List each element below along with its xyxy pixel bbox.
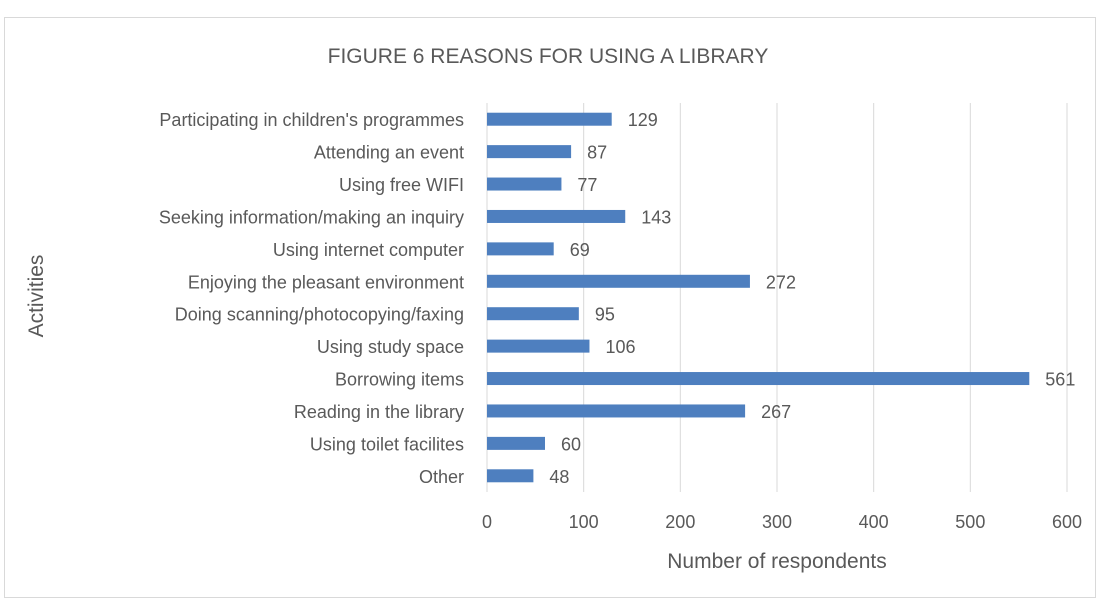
x-tick-label: 600 [1052, 512, 1082, 532]
x-tick-label: 100 [569, 512, 599, 532]
data-label: 106 [605, 337, 635, 357]
category-label: Using toilet facilites [310, 434, 464, 454]
bar [487, 436, 545, 450]
bar [487, 339, 590, 353]
category-labels: Participating in children's programmes At… [159, 110, 464, 487]
bar [487, 469, 534, 483]
bar [487, 404, 746, 418]
data-label: 272 [766, 272, 796, 292]
gridlines [486, 103, 1068, 492]
x-tick-label: 300 [762, 512, 792, 532]
bar [487, 307, 579, 321]
data-label: 267 [761, 402, 791, 422]
category-label: Using free WIFI [339, 175, 464, 195]
category-label: Other [419, 467, 464, 487]
x-tick-label: 0 [482, 512, 492, 532]
data-label: 95 [595, 305, 615, 325]
data-label: 60 [561, 434, 581, 454]
bar [487, 372, 1030, 386]
bar [487, 242, 554, 256]
category-label: Participating in children's programmes [159, 110, 464, 130]
x-axis-title: Number of respondents [667, 550, 886, 573]
category-label: Using internet computer [273, 240, 464, 260]
bar [487, 145, 572, 159]
category-label: Borrowing items [335, 370, 464, 390]
data-label: 561 [1045, 370, 1075, 390]
chart-title: FIGURE 6 REASONS FOR USING A LIBRARY [328, 45, 769, 68]
x-tick-labels: 0 100 200 300 400 500 600 [482, 512, 1082, 532]
x-tick-label: 500 [955, 512, 985, 532]
y-axis-title: Activities [25, 255, 48, 338]
data-label: 48 [549, 467, 569, 487]
category-label: Enjoying the pleasant environment [188, 272, 464, 292]
category-label: Using study space [317, 337, 464, 357]
data-label: 87 [587, 143, 607, 163]
data-label: 69 [570, 240, 590, 260]
bar [487, 177, 562, 191]
category-label: Doing scanning/photocopying/faxing [175, 305, 464, 325]
category-label: Attending an event [314, 143, 464, 163]
data-labels: 129 87 77 143 69 272 95 106 561 267 60 48 [549, 110, 1075, 487]
data-label: 129 [628, 110, 658, 130]
bar [487, 112, 612, 126]
x-tick-label: 200 [665, 512, 695, 532]
x-tick-label: 400 [859, 512, 889, 532]
category-label: Reading in the library [294, 402, 464, 422]
data-label: 143 [641, 207, 671, 227]
bars [487, 112, 1030, 483]
data-label: 77 [577, 175, 597, 195]
bar [487, 209, 626, 223]
bar [487, 274, 750, 288]
category-label: Seeking information/making an inquiry [159, 207, 464, 227]
